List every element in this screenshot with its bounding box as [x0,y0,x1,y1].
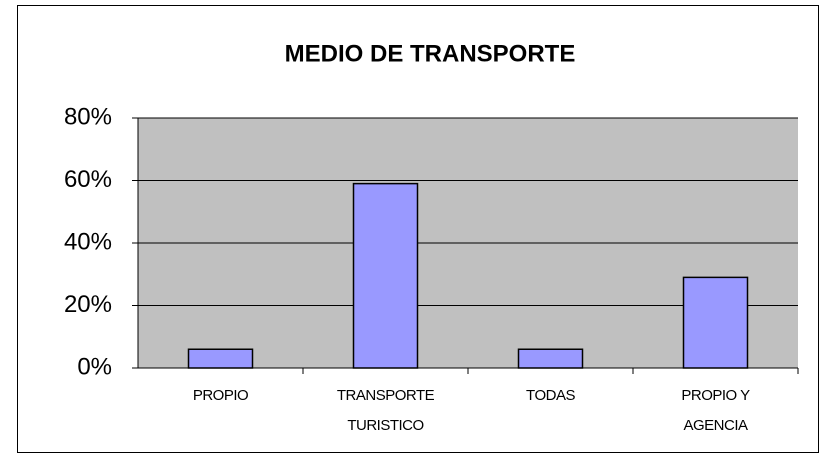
bar [187,348,254,369]
y-tick-label: 0% [77,353,112,380]
x-tick-label: TRANSPORTE TURISTICO [336,387,435,434]
x-tick-label: PROPIO Y AGENCIA [681,387,750,434]
bar [517,348,584,369]
y-tick-label: 40% [64,228,112,255]
chart-title: MEDIO DE TRANSPORTE [285,40,576,67]
x-tick-label: TODAS [526,387,575,404]
bar [352,182,419,369]
x-tick-label: PROPIO [192,387,249,404]
y-tick-label: 60% [64,166,112,193]
y-tick-label: 80% [64,103,112,130]
y-tick-label: 20% [64,291,112,318]
bar [682,276,749,369]
